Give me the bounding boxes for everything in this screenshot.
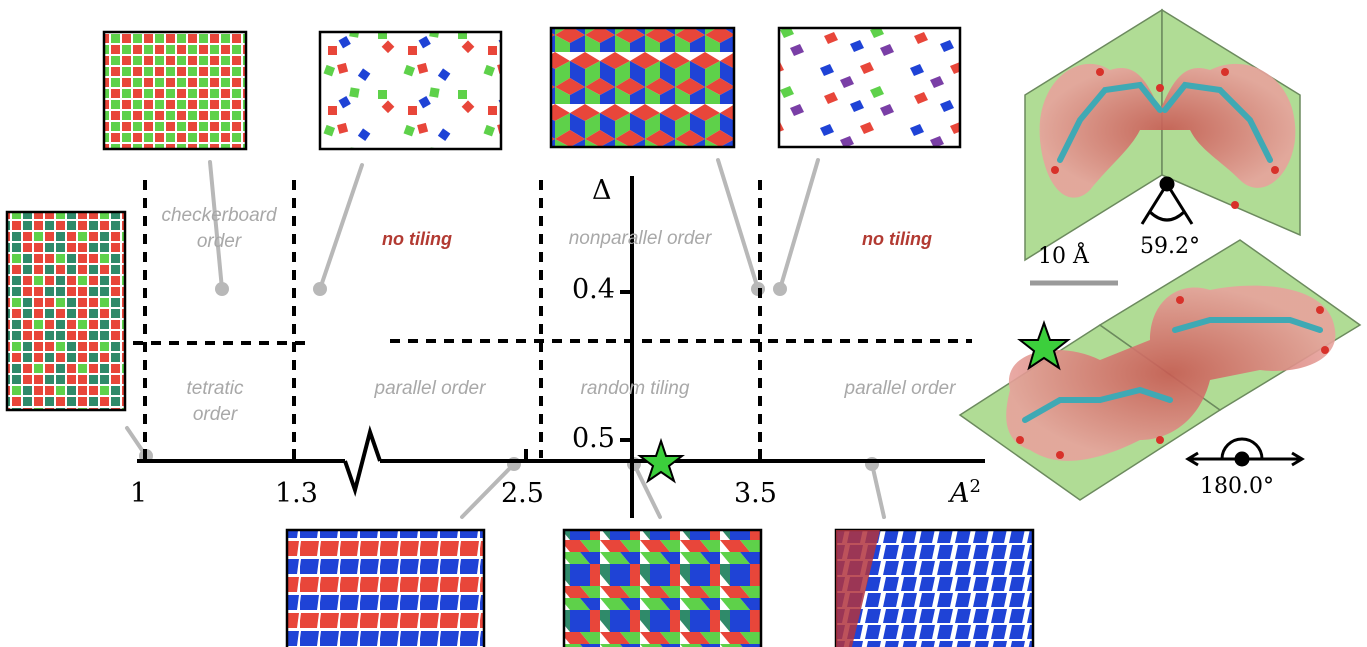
label-random-tiling: random tiling — [580, 378, 690, 399]
label-checkerboard-line2: order — [196, 231, 242, 252]
inset-parallel-right — [834, 528, 1035, 647]
x-axis-exponent: 2 — [969, 476, 981, 497]
x-tick-35: 3.5 — [734, 478, 777, 509]
label-parallel-right: parallel order — [844, 378, 956, 399]
inset-no-tiling-right — [777, 26, 962, 149]
x-tick-13: 1.3 — [275, 478, 318, 509]
molecule-straight — [958, 239, 1362, 501]
label-checkerboard-line1: checkerboard — [161, 205, 277, 226]
x-axis-label: A2 — [950, 476, 981, 509]
inset-no-tiling-left — [318, 30, 503, 151]
y-tick-05: 0.5 — [572, 423, 615, 454]
molecule-bent — [1024, 8, 1301, 262]
angle-marker-straight — [1185, 437, 1305, 467]
star-marker — [637, 437, 685, 484]
label-no-tiling-left: no tiling — [382, 229, 452, 249]
scale-bar-label: 10 Å — [1038, 244, 1089, 269]
x-axis-symbol: A — [950, 478, 970, 509]
x-tick-1: 1 — [130, 478, 148, 509]
y-axis — [620, 176, 634, 518]
inset-parallel-left — [285, 528, 486, 647]
label-tetratic-line2: order — [192, 404, 238, 425]
label-checkerboard: checkerboard order — [150, 203, 288, 255]
inset-checkerboard — [102, 30, 248, 151]
inset-tetratic — [5, 210, 127, 412]
y-tick-04: 0.4 — [572, 274, 615, 305]
phase-boundaries — [133, 180, 972, 458]
label-tetratic-line1: tetratic — [186, 378, 244, 399]
label-tetratic: tetratic order — [160, 376, 270, 428]
star-icon — [1017, 319, 1071, 371]
label-nonparallel: nonparallel order — [568, 228, 712, 249]
inset-nonparallel — [549, 26, 736, 149]
x-tick-25: 2.5 — [501, 478, 544, 509]
inset-random-tiling — [562, 528, 763, 647]
angle-bent-label: 59.2° — [1140, 234, 1200, 259]
angle-marker-bent — [1140, 176, 1194, 225]
angle-straight-label: 180.0° — [1200, 474, 1274, 499]
x-axis — [137, 425, 985, 497]
label-no-tiling-right: no tiling — [862, 229, 932, 249]
label-parallel-left: parallel order — [374, 378, 486, 399]
y-axis-label: Δ — [592, 175, 612, 206]
